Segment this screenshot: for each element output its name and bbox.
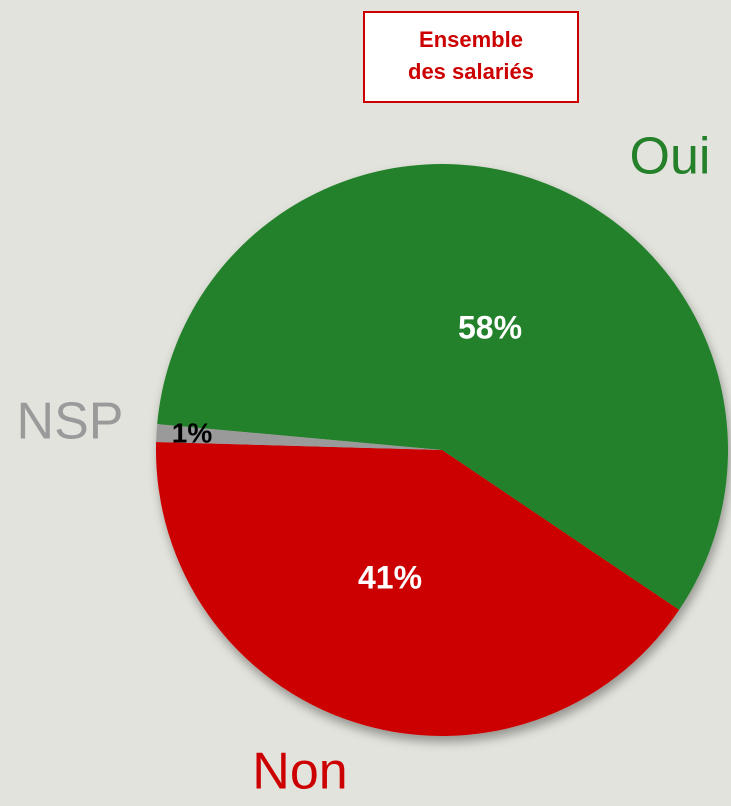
chart-title: des salariés — [408, 59, 534, 84]
pie-slice — [156, 424, 442, 450]
value-label: 58% — [458, 309, 522, 345]
value-label: 1% — [172, 417, 213, 448]
chart-title: Ensemble — [419, 27, 523, 52]
pie-slice — [157, 164, 728, 610]
pie — [156, 164, 728, 736]
value-label: 41% — [358, 559, 422, 595]
category-label: NSP — [17, 393, 124, 451]
title-box — [363, 11, 579, 103]
category-label: Non — [252, 743, 347, 801]
category-label: Oui — [630, 128, 711, 186]
pie-slice — [156, 442, 680, 736]
